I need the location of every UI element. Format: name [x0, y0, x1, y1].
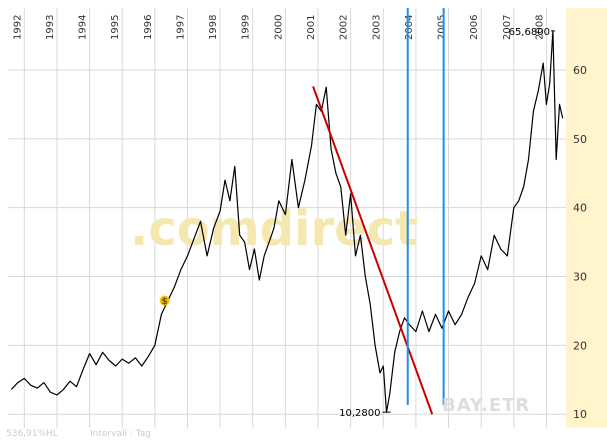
overlay-layer: 65,6800 10,2800 $ — [159, 8, 555, 419]
footer-change: 536,91%HL — [6, 429, 58, 439]
x-tick-label: 1992 — [12, 15, 23, 40]
x-tick-label: 2005 — [437, 15, 448, 40]
y-tick-label: 10 — [573, 408, 587, 421]
y-axis-tick-labels: 10 20 30 40 50 60 — [573, 64, 587, 421]
dividend-marker — [159, 295, 170, 306]
y-tick-label: 20 — [573, 339, 587, 352]
x-axis-tick-labels: 1992 1993 1994 1995 1996 1997 1998 1999 2000 2001… — [12, 15, 545, 40]
x-tick-label: 2006 — [469, 15, 480, 40]
x-tick-label: 1994 — [78, 15, 89, 40]
x-tick-label: 1995 — [110, 15, 121, 40]
footer-interval: Intervall : Tag — [90, 429, 151, 439]
x-tick-label: 1998 — [208, 15, 219, 40]
x-tick-label: 2007 — [502, 15, 513, 40]
y-tick-label: 50 — [573, 133, 587, 146]
series-layer — [10, 30, 564, 413]
price-series-line — [10, 30, 564, 413]
grid — [8, 8, 566, 428]
x-tick-label: 1999 — [241, 15, 252, 40]
x-tick-label: 1997 — [175, 15, 186, 40]
y-tick-label: 40 — [573, 202, 587, 215]
x-tick-label: 2000 — [273, 15, 284, 40]
y-tick-label: 60 — [573, 64, 587, 77]
y-tick-label: 30 — [573, 271, 587, 284]
max-value-label: 65,6800 — [509, 27, 550, 38]
x-tick-label: 2003 — [371, 15, 382, 40]
x-tick-label: 1993 — [45, 15, 56, 40]
min-value-label: 10,2800 — [339, 408, 380, 419]
symbol-label: BAY.ETR — [442, 395, 530, 416]
trendline — [312, 86, 434, 415]
x-tick-label: 2008 — [534, 15, 545, 40]
x-tick-label: 1996 — [143, 15, 154, 40]
dividend-marker-label: $ — [161, 297, 167, 307]
right-axis-band — [566, 8, 607, 428]
x-tick-label: 2002 — [339, 15, 350, 40]
x-tick-label: 2001 — [306, 15, 317, 40]
x-tick-label: 2004 — [404, 15, 415, 40]
